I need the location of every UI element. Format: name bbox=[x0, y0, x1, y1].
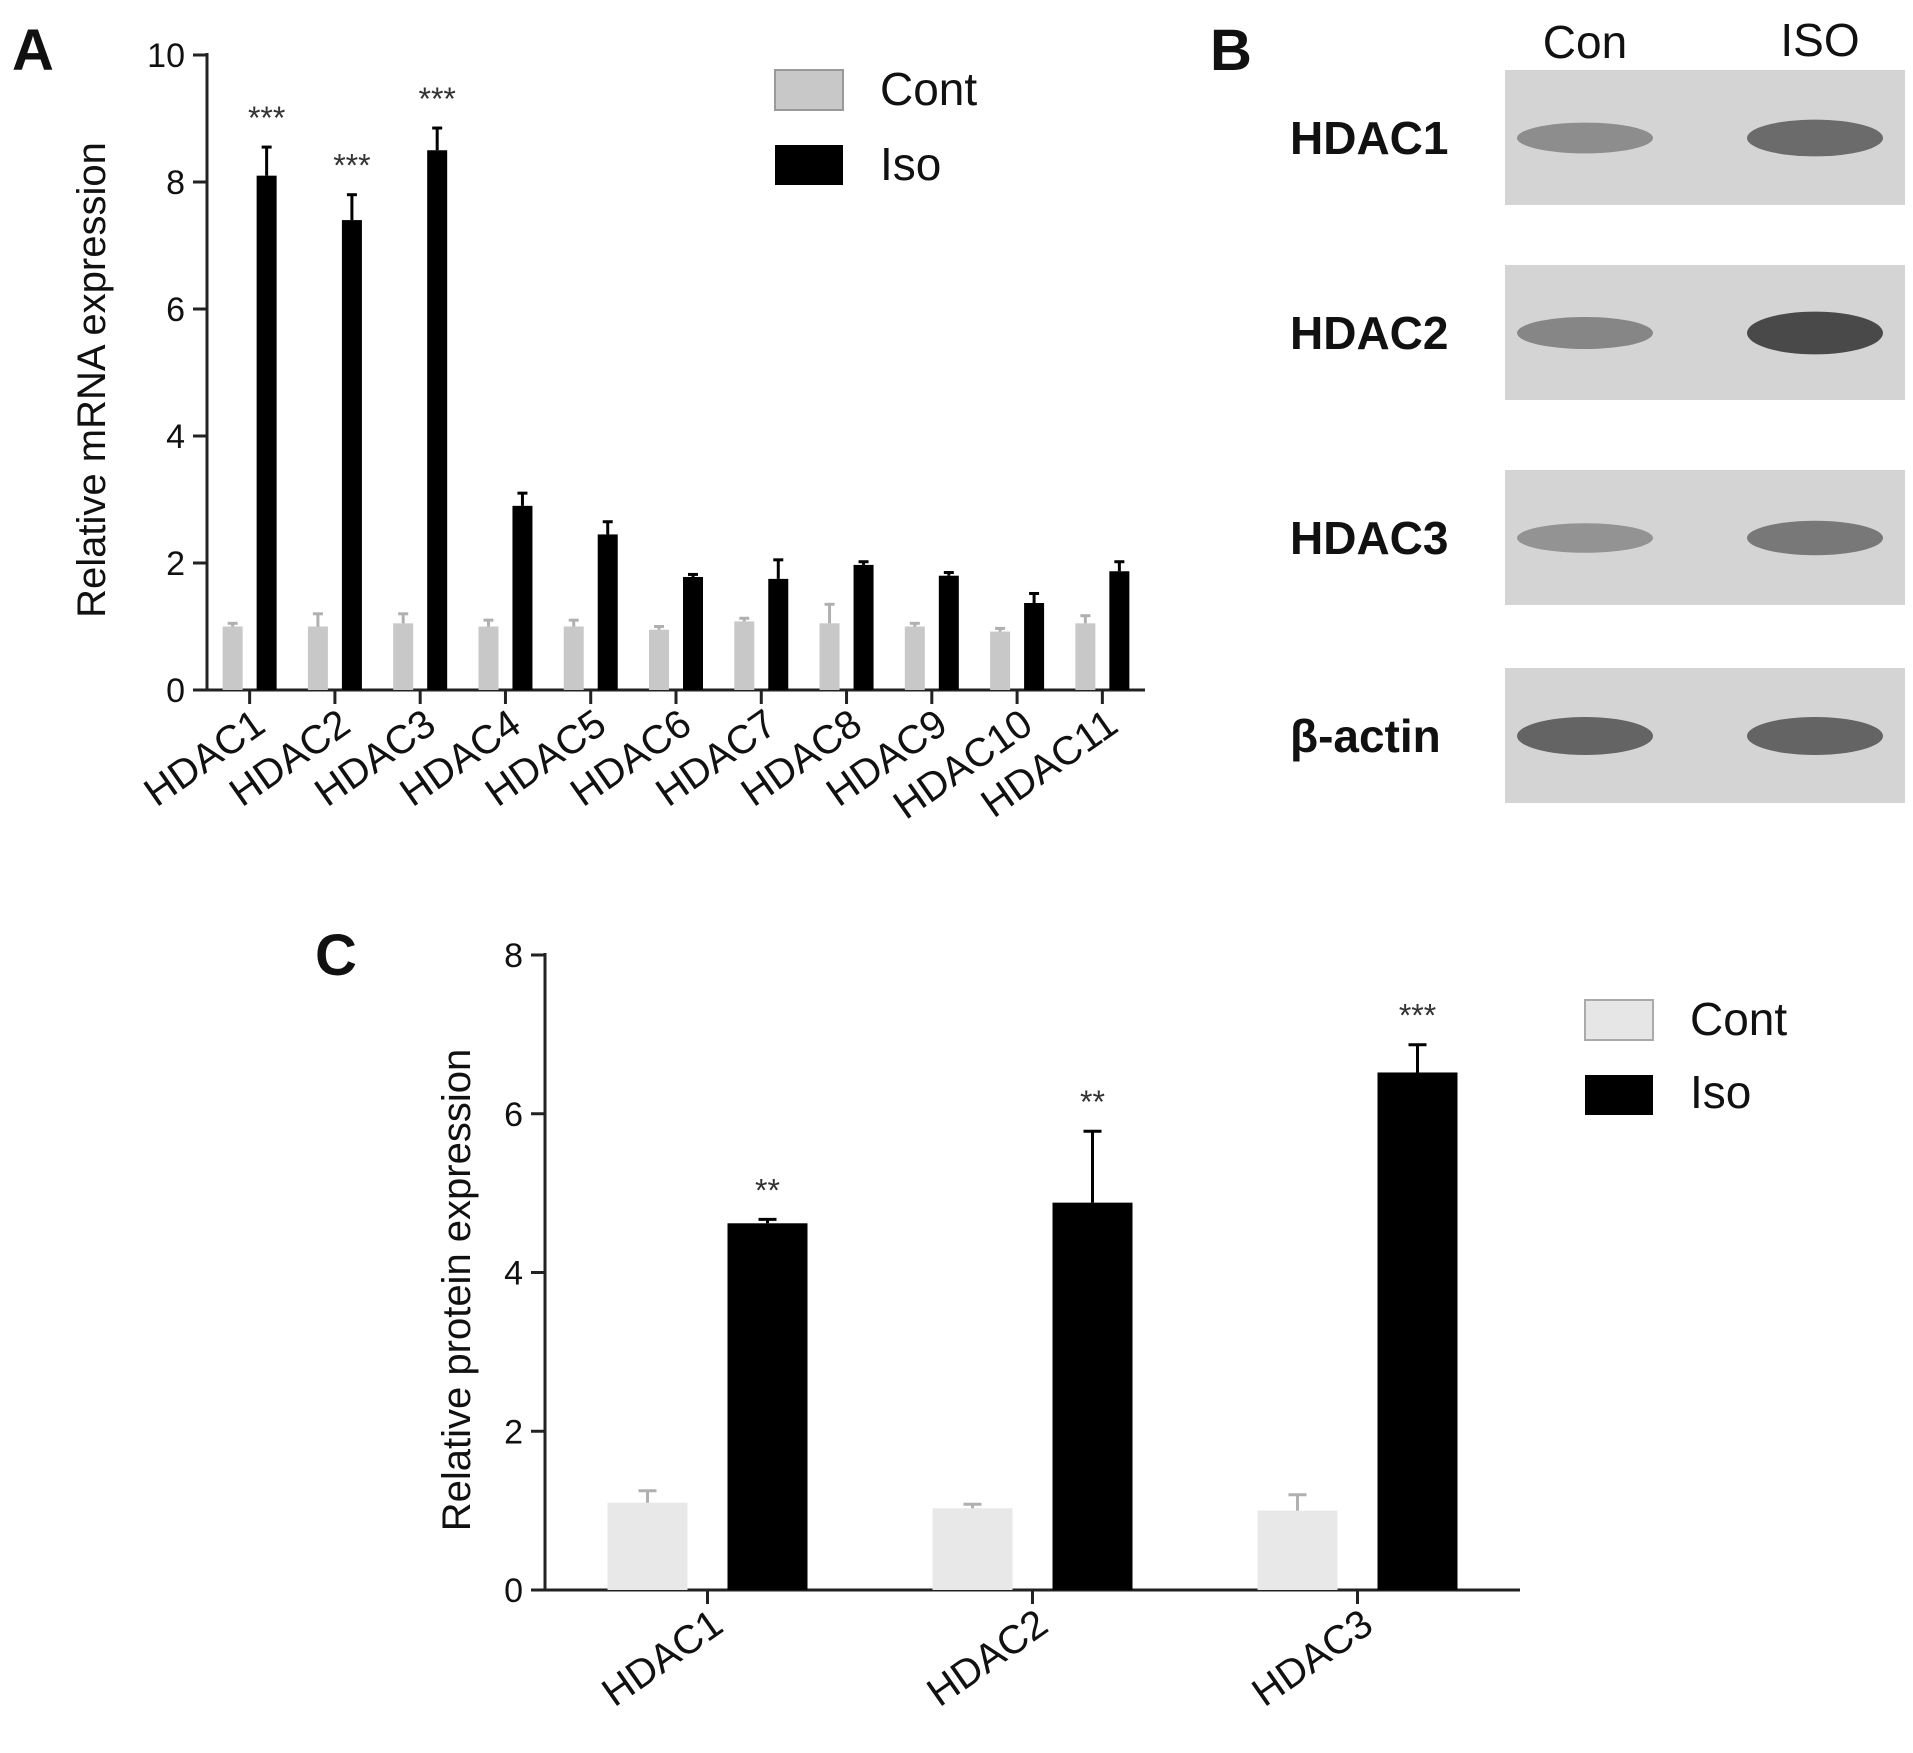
blot-band bbox=[1517, 317, 1653, 349]
bar-cont-hdac5 bbox=[563, 626, 584, 690]
bar-iso-hdac7 bbox=[768, 578, 789, 690]
blot-band bbox=[1747, 717, 1883, 755]
legend-swatch-iso bbox=[1585, 1075, 1653, 1115]
blot-band bbox=[1517, 122, 1653, 154]
significance-marker: ** bbox=[755, 1172, 780, 1208]
bar-iso-hdac9 bbox=[938, 575, 959, 690]
legend-label-iso: Iso bbox=[880, 138, 941, 190]
bar-iso-hdac5 bbox=[597, 534, 618, 690]
legend-label-cont: Cont bbox=[1690, 993, 1787, 1045]
bar-cont-hdac7 bbox=[734, 621, 755, 690]
blot-row-label: HDAC2 bbox=[1290, 307, 1448, 359]
bar-iso-hdac3 bbox=[427, 150, 448, 690]
bar-iso-hdac2 bbox=[1052, 1202, 1133, 1590]
x-tick-label: HDAC2 bbox=[919, 1601, 1055, 1715]
significance-marker: ** bbox=[1080, 1084, 1105, 1120]
panel-a-y-ticks: 0 2 4 6 8 10 bbox=[147, 37, 207, 710]
blot-rows: HDAC1 HDAC2 HDAC3 β-actin bbox=[1290, 70, 1905, 803]
significance-marker: *** bbox=[419, 81, 456, 117]
bar-iso-hdac6 bbox=[683, 576, 703, 690]
panel-c-bars: ******* bbox=[607, 998, 1458, 1590]
panel-b-western-blot: B Con ISO HDAC1 HDAC2 HDAC3 β-actin bbox=[1210, 14, 1905, 803]
blot-band bbox=[1747, 119, 1883, 157]
blot-row-label: HDAC3 bbox=[1290, 512, 1448, 564]
legend-swatch-cont bbox=[1584, 999, 1654, 1041]
y-tick-label: 2 bbox=[166, 545, 185, 583]
y-tick-label: 8 bbox=[166, 164, 185, 202]
blot-row-label: HDAC1 bbox=[1290, 112, 1448, 164]
bar-cont-hdac1 bbox=[222, 626, 243, 690]
panel-b-letter: B bbox=[1210, 18, 1252, 83]
legend-label-iso: Iso bbox=[1690, 1066, 1751, 1118]
bar-iso-hdac1 bbox=[256, 175, 277, 690]
bar-cont-hdac9 bbox=[904, 626, 925, 690]
panel-c-x-labels: HDAC1 HDAC2 HDAC3 bbox=[594, 1590, 1381, 1715]
panel-c-legend: Cont Iso bbox=[1584, 993, 1787, 1118]
panel-a-legend: Cont Iso bbox=[774, 63, 977, 190]
bar-cont-hdac8 bbox=[819, 623, 840, 690]
blot-band bbox=[1747, 311, 1883, 355]
significance-marker: *** bbox=[1399, 998, 1436, 1034]
lane-label-con: Con bbox=[1543, 16, 1627, 68]
blot-band bbox=[1517, 523, 1653, 553]
x-tick-label: HDAC1 bbox=[594, 1601, 730, 1715]
bar-iso-hdac2 bbox=[341, 220, 362, 690]
bar-iso-hdac11 bbox=[1109, 571, 1130, 690]
panel-c-y-axis-title: Relative protein expression bbox=[435, 1049, 479, 1531]
bar-cont-hdac6 bbox=[649, 629, 669, 690]
bar-cont-hdac2 bbox=[307, 626, 328, 690]
panel-a-y-axis-title: Relative mRNA expression bbox=[70, 142, 114, 618]
panel-c-letter: C bbox=[315, 923, 357, 988]
y-tick-label: 0 bbox=[166, 672, 185, 710]
legend-swatch-cont bbox=[774, 69, 844, 111]
panel-a-letter: A bbox=[12, 18, 54, 83]
y-tick-label: 6 bbox=[504, 1096, 523, 1134]
bar-cont-hdac3 bbox=[393, 623, 414, 690]
panel-c-y-ticks: 0 2 4 6 8 bbox=[504, 937, 545, 1610]
blot-band bbox=[1517, 717, 1653, 755]
y-tick-label: 0 bbox=[504, 1572, 523, 1610]
significance-marker: *** bbox=[248, 100, 285, 136]
y-tick-label: 4 bbox=[504, 1255, 523, 1293]
legend-label-cont: Cont bbox=[880, 63, 977, 115]
bar-cont-hdac2 bbox=[932, 1508, 1013, 1590]
significance-marker: *** bbox=[333, 148, 370, 184]
bar-cont-hdac1 bbox=[607, 1502, 688, 1590]
bar-cont-hdac3 bbox=[1257, 1510, 1338, 1590]
bar-cont-hdac10 bbox=[990, 631, 1011, 690]
bar-iso-hdac3 bbox=[1377, 1072, 1458, 1590]
y-tick-label: 2 bbox=[504, 1413, 523, 1451]
y-tick-label: 8 bbox=[504, 937, 523, 975]
bar-iso-hdac10 bbox=[1024, 603, 1045, 690]
y-tick-label: 4 bbox=[166, 418, 185, 456]
bar-cont-hdac11 bbox=[1075, 623, 1096, 690]
panel-a-x-labels: HDAC1HDAC2HDAC3HDAC4HDAC5HDAC6HDAC7HDAC8… bbox=[136, 690, 1126, 828]
y-tick-label: 10 bbox=[147, 37, 185, 75]
lane-label-iso: ISO bbox=[1780, 14, 1859, 66]
y-tick-label: 6 bbox=[166, 291, 185, 329]
blot-band bbox=[1747, 520, 1883, 556]
bar-iso-hdac4 bbox=[512, 505, 533, 690]
blot-row-label: β-actin bbox=[1290, 710, 1441, 762]
panel-a-bars: *** *** *** bbox=[222, 81, 1130, 690]
legend-swatch-iso bbox=[775, 145, 843, 185]
x-tick-label: HDAC3 bbox=[1244, 1601, 1380, 1715]
bar-iso-hdac1 bbox=[727, 1223, 808, 1590]
bar-cont-hdac4 bbox=[478, 626, 499, 690]
bar-iso-hdac8 bbox=[853, 564, 874, 690]
